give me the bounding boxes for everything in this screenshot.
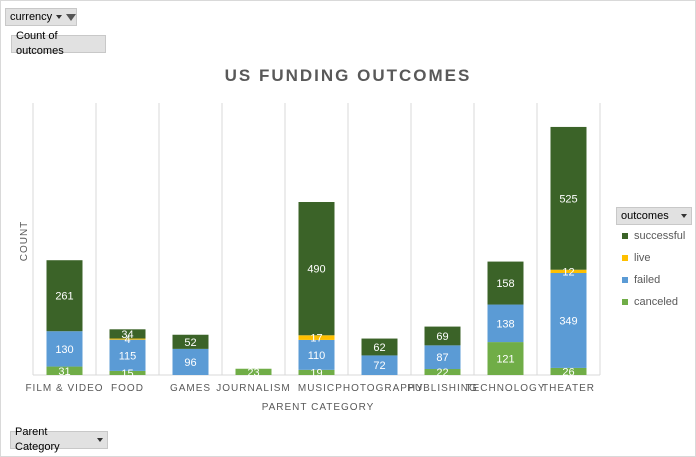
legend-item-canceled: canceled <box>616 291 692 313</box>
legend-item-failed: failed <box>616 269 692 291</box>
count-of-outcomes-field[interactable]: Count of outcomes <box>11 30 106 57</box>
parent-category-filter-button[interactable]: Parent Category <box>10 426 108 453</box>
legend-swatch <box>622 255 628 261</box>
legend-label: canceled <box>634 296 679 308</box>
chevron-down-icon <box>681 214 687 218</box>
currency-filter-button[interactable]: currency <box>5 8 77 26</box>
legend-swatch <box>622 299 628 305</box>
legend-label: failed <box>634 274 661 286</box>
count-of-outcomes-label: Count of outcomes <box>16 30 64 57</box>
outcomes-filter-button[interactable]: outcomes <box>616 207 692 225</box>
filter-funnel-icon <box>66 13 77 21</box>
chart-title: US FUNDING OUTCOMES <box>224 66 472 85</box>
chevron-down-icon <box>56 15 63 19</box>
legend-item-live: live <box>616 247 692 269</box>
outcomes-filter-label: outcomes <box>621 210 669 222</box>
parent-category-filter-label: Parent Category <box>15 426 60 453</box>
legend-label: live <box>634 252 651 264</box>
chevron-down-icon <box>97 438 103 442</box>
currency-filter-label: currency <box>10 10 53 23</box>
legend: outcomes successful live failed canceled <box>616 207 692 313</box>
legend-items: successful live failed canceled <box>616 225 692 313</box>
legend-swatch <box>622 233 628 239</box>
legend-swatch <box>622 277 628 283</box>
legend-item-successful: successful <box>616 225 692 247</box>
legend-label: successful <box>634 230 686 242</box>
